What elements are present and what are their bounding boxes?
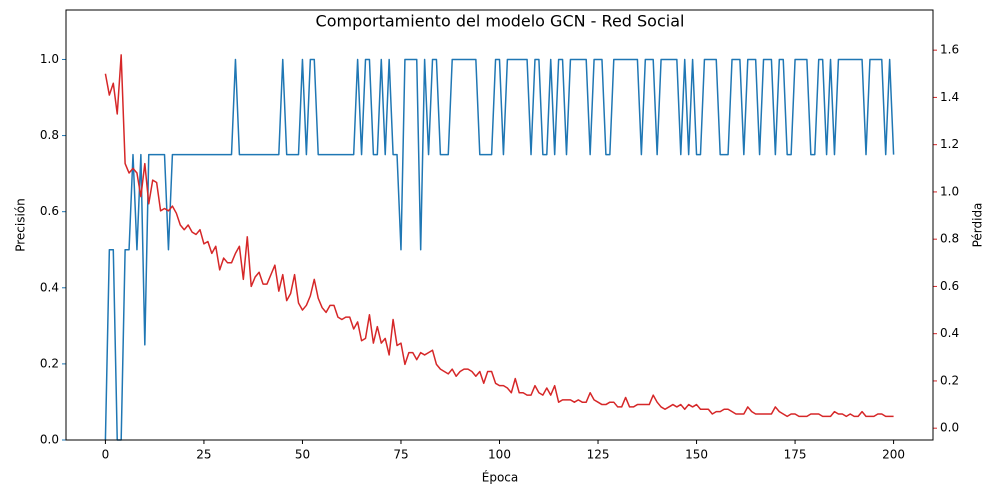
x-axis-label: Época <box>482 470 519 485</box>
x-tick-label: 150 <box>685 448 708 462</box>
x-tick-label: 25 <box>196 448 211 462</box>
y2-axis-label: Pérdida <box>971 203 985 248</box>
x-tick-label: 175 <box>784 448 807 462</box>
y2-tick-label: 1.0 <box>940 184 959 198</box>
x-tick-label: 125 <box>587 448 610 462</box>
y2-tick-label: 1.4 <box>940 90 959 104</box>
y-tick-label: 0.8 <box>40 128 59 142</box>
y2-tick-label: 1.6 <box>940 43 959 57</box>
y-tick-label: 0.6 <box>40 204 59 218</box>
chart-title: Comportamiento del modelo GCN - Red Soci… <box>316 12 685 31</box>
y-tick-label: 0.4 <box>40 280 59 294</box>
y-tick-label: 1.0 <box>40 52 59 66</box>
y2-tick-label: 0.6 <box>940 279 959 293</box>
line-series <box>104 58 895 441</box>
y2-tick-label: 0.4 <box>940 326 959 340</box>
y2-tick-label: 0.2 <box>940 373 959 387</box>
y2-tick-label: 0.8 <box>940 232 959 246</box>
x-tick-label: 200 <box>882 448 905 462</box>
y-tick-label: 0.0 <box>40 433 59 447</box>
x-tick-label: 0 <box>102 448 110 462</box>
x-tick-label: 75 <box>393 448 408 462</box>
y2-tick-label: 0.0 <box>940 421 959 435</box>
line-series <box>104 54 894 418</box>
y-axis-label: Precisión <box>14 198 28 252</box>
y2-tick-label: 1.2 <box>940 137 959 151</box>
x-tick-label: 50 <box>295 448 310 462</box>
y-tick-label: 0.2 <box>40 356 59 370</box>
plot-frame <box>65 9 934 441</box>
x-tick-label: 100 <box>488 448 511 462</box>
